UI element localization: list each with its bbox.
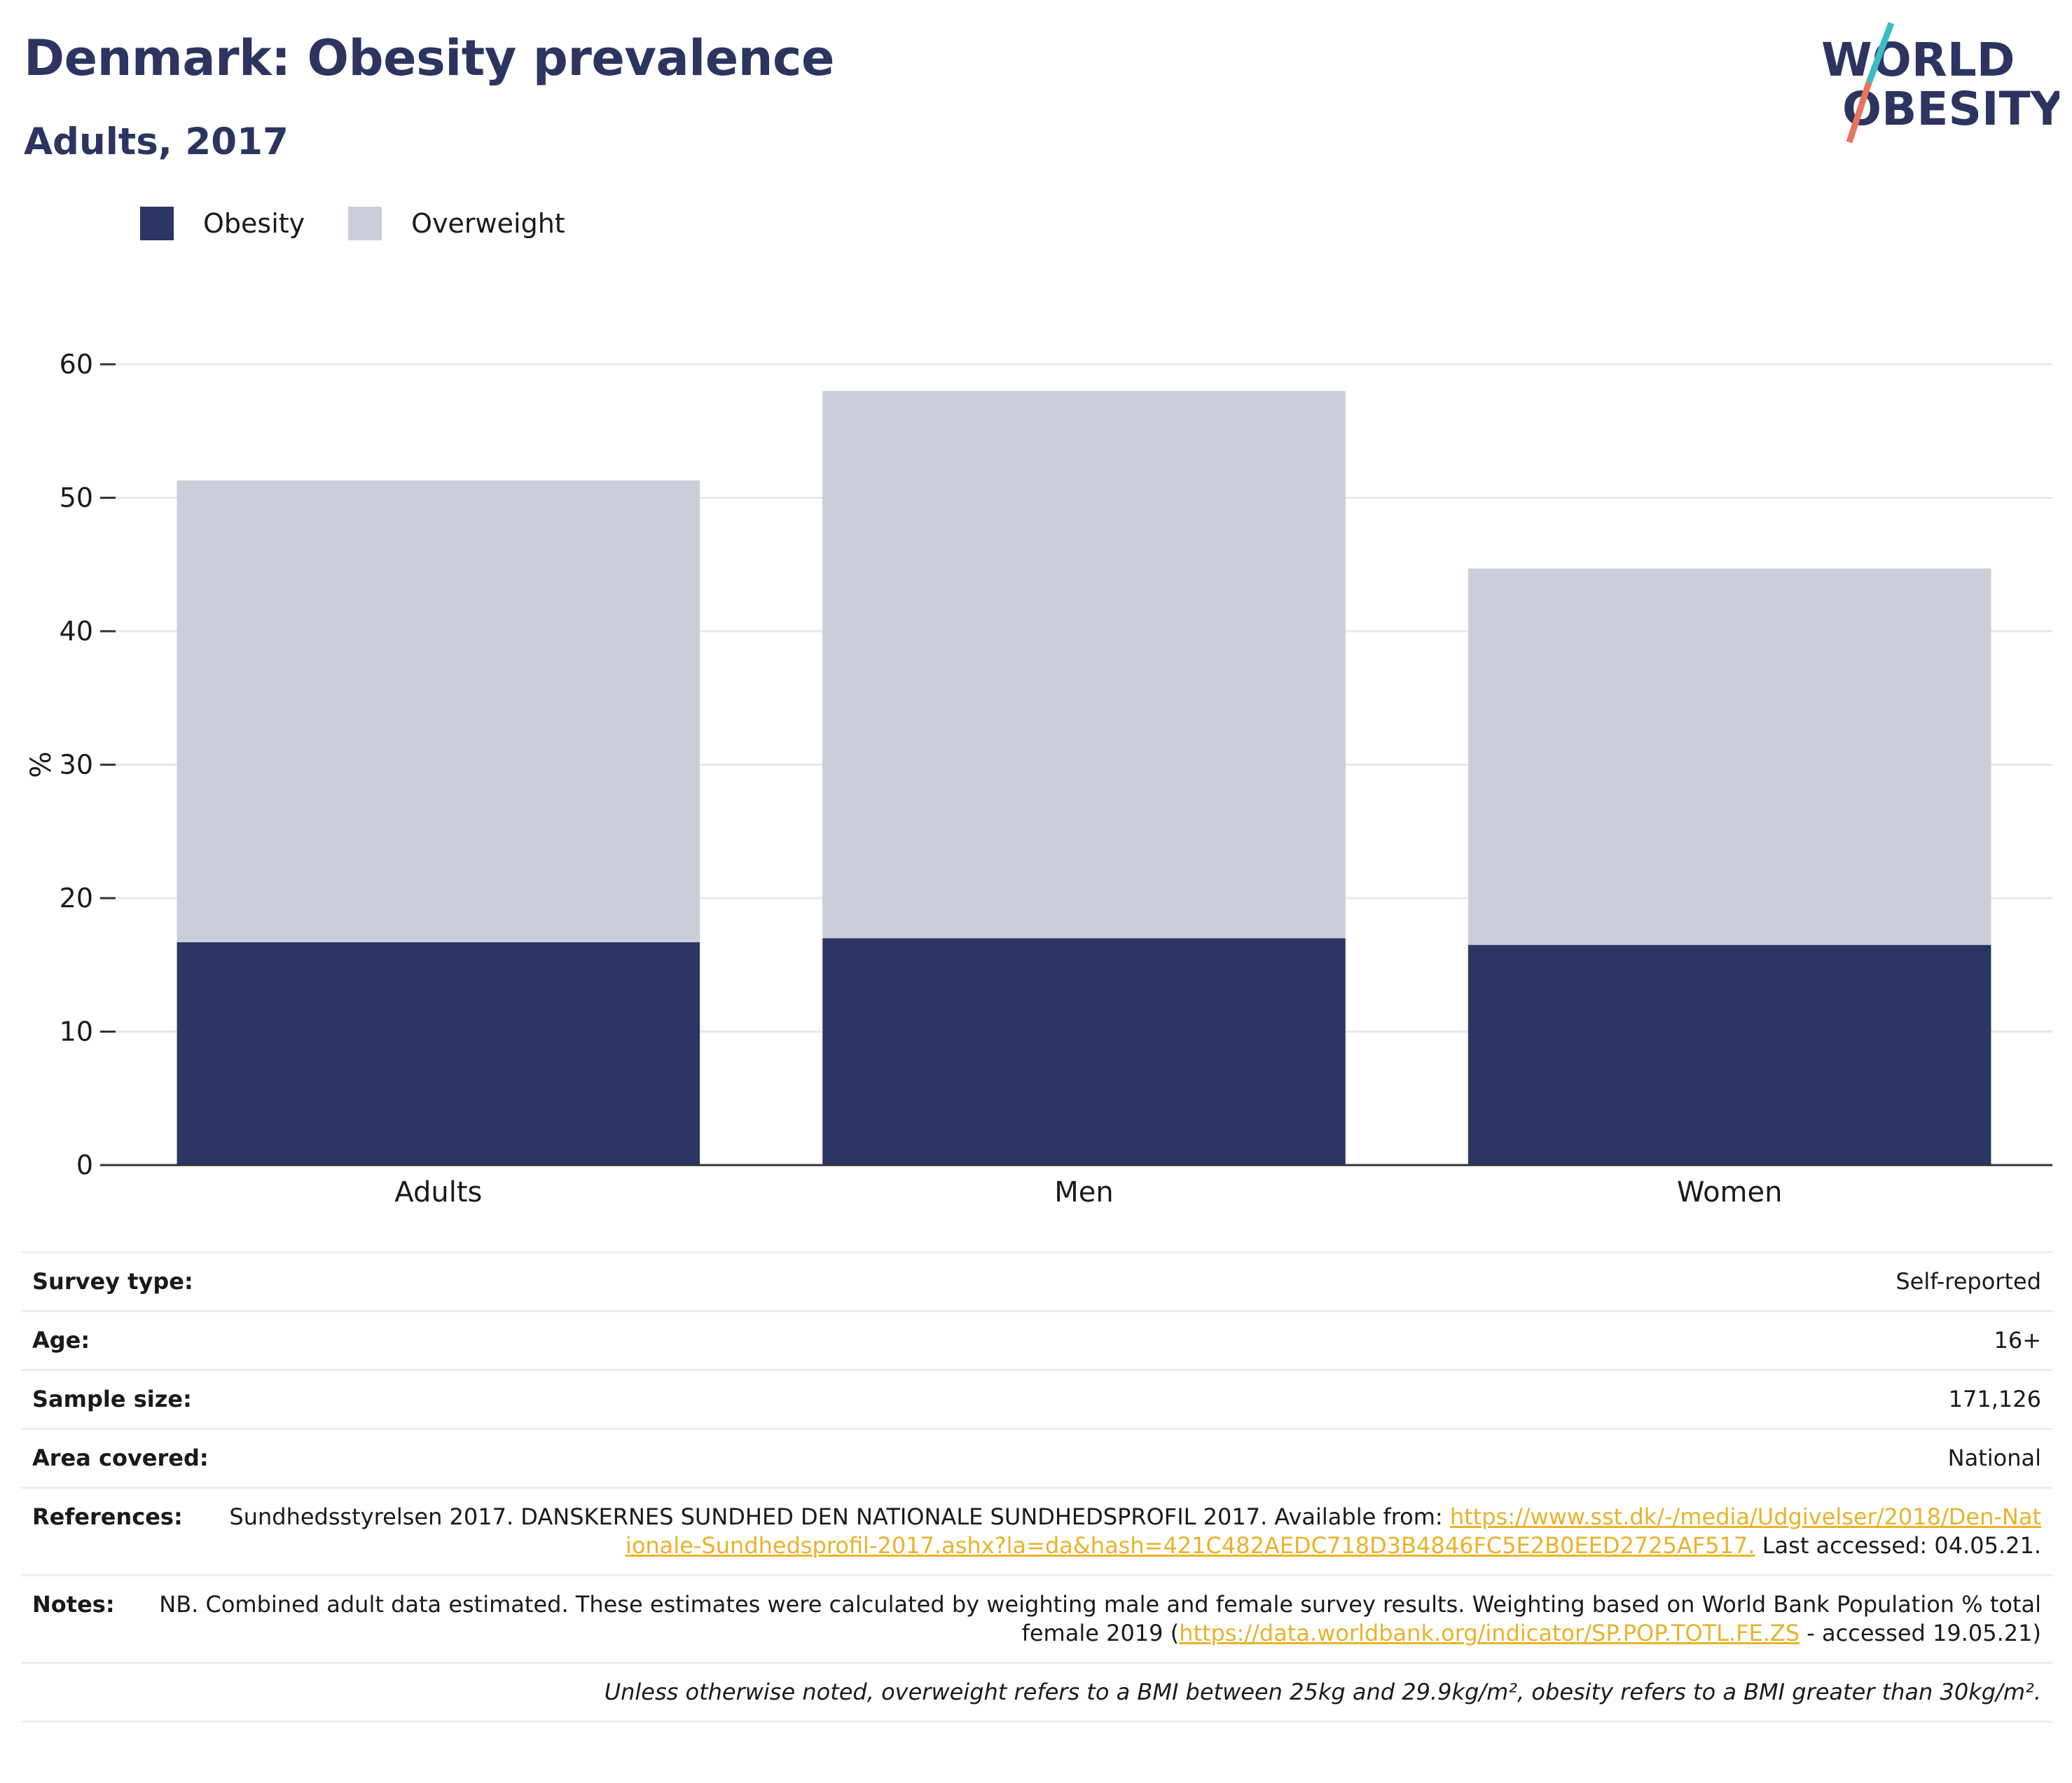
- info-row-references: References: Sundhedsstyrelsen 2017. DANS…: [21, 1487, 2052, 1574]
- x-tick-label: Adults: [394, 1176, 482, 1209]
- page-title: Denmark: Obesity prevalence: [24, 29, 834, 87]
- bar-obesity-women: [1467, 944, 1991, 1165]
- notes-text: NB. Combined adult data estimated. These…: [159, 1591, 2041, 1646]
- info-row-sample-size: Sample size: 171,126: [21, 1369, 2052, 1428]
- footnote: Unless otherwise noted, overweight refer…: [604, 1679, 2041, 1705]
- logo-line2: OBESITY: [1842, 82, 2059, 136]
- y-tick-label: 10: [60, 1017, 93, 1047]
- survey-type-value: Self-reported: [1895, 1268, 2041, 1295]
- area-value: National: [1947, 1445, 2041, 1471]
- legend-swatch-obesity: [140, 207, 174, 240]
- y-tick-label: 40: [60, 616, 93, 647]
- logo-line1: WORLD: [1821, 33, 2015, 87]
- notes-link[interactable]: https://data.worldbank.org/indicator/SP.…: [1179, 1620, 1800, 1646]
- x-tick-label: Men: [1054, 1176, 1113, 1209]
- legend-label-overweight: Overweight: [411, 208, 565, 239]
- area-label: Area covered:: [32, 1445, 209, 1471]
- info-table: Survey type: Self-reported Age: 16+ Samp…: [21, 1251, 2052, 1723]
- bar-overweight-women: [1467, 568, 1991, 945]
- logo-slash-coral: [1846, 81, 1872, 144]
- y-tick-label: 30: [60, 750, 93, 780]
- sample-size-value: 171,126: [1948, 1386, 2041, 1412]
- info-row-age: Age: 16+: [21, 1310, 2052, 1369]
- sample-size-label: Sample size:: [32, 1386, 192, 1412]
- references-value: Sundhedsstyrelsen 2017. DANSKERNES SUNDH…: [183, 1503, 2041, 1560]
- y-tick-label: 50: [60, 483, 93, 514]
- bar-obesity-adults: [177, 942, 700, 1165]
- y-tick-label: 20: [60, 883, 93, 914]
- y-tick-label: 0: [76, 1150, 93, 1180]
- logo-slash-teal: [1865, 22, 1895, 84]
- age-value: 16+: [1994, 1327, 2041, 1354]
- notes-label: Notes:: [32, 1591, 115, 1618]
- info-row-survey-type: Survey type: Self-reported: [21, 1251, 2052, 1310]
- bar-overweight-adults: [177, 480, 700, 942]
- chart-legend: Obesity Overweight: [140, 207, 609, 240]
- legend-swatch-overweight: [348, 207, 382, 240]
- info-row-area: Area covered: National: [21, 1428, 2052, 1487]
- references-link[interactable]: https://www.sst.dk/-/media/Udgivelser/20…: [625, 1503, 2041, 1559]
- legend-label-obesity: Obesity: [203, 208, 305, 239]
- y-tick-label: 60: [60, 349, 93, 380]
- info-row-notes: Notes: NB. Combined adult data estimated…: [21, 1574, 2052, 1662]
- survey-type-label: Survey type:: [32, 1268, 193, 1295]
- info-row-footnote: Unless otherwise noted, overweight refer…: [21, 1662, 2052, 1723]
- notes-value: NB. Combined adult data estimated. These…: [115, 1590, 2041, 1648]
- bar-overweight-men: [822, 391, 1346, 939]
- world-obesity-logo: WORLD OBESITY: [1821, 22, 2059, 144]
- y-axis-label: %: [25, 751, 57, 778]
- bar-chart: 0 10 20 30 40 50 60 Adults Men Women%: [25, 349, 2052, 1209]
- references-tail: Last accessed: 04.05.21.: [1755, 1532, 2041, 1559]
- notes-tail: - accessed 19.05.21): [1800, 1620, 2041, 1646]
- page-subtitle: Adults, 2017: [24, 121, 289, 163]
- age-label: Age:: [32, 1327, 90, 1354]
- x-tick-label: Women: [1677, 1176, 1783, 1209]
- references-text: Sundhedsstyrelsen 2017. DANSKERNES SUNDH…: [229, 1503, 1450, 1530]
- references-label: References:: [32, 1503, 183, 1530]
- bar-obesity-men: [822, 938, 1346, 1165]
